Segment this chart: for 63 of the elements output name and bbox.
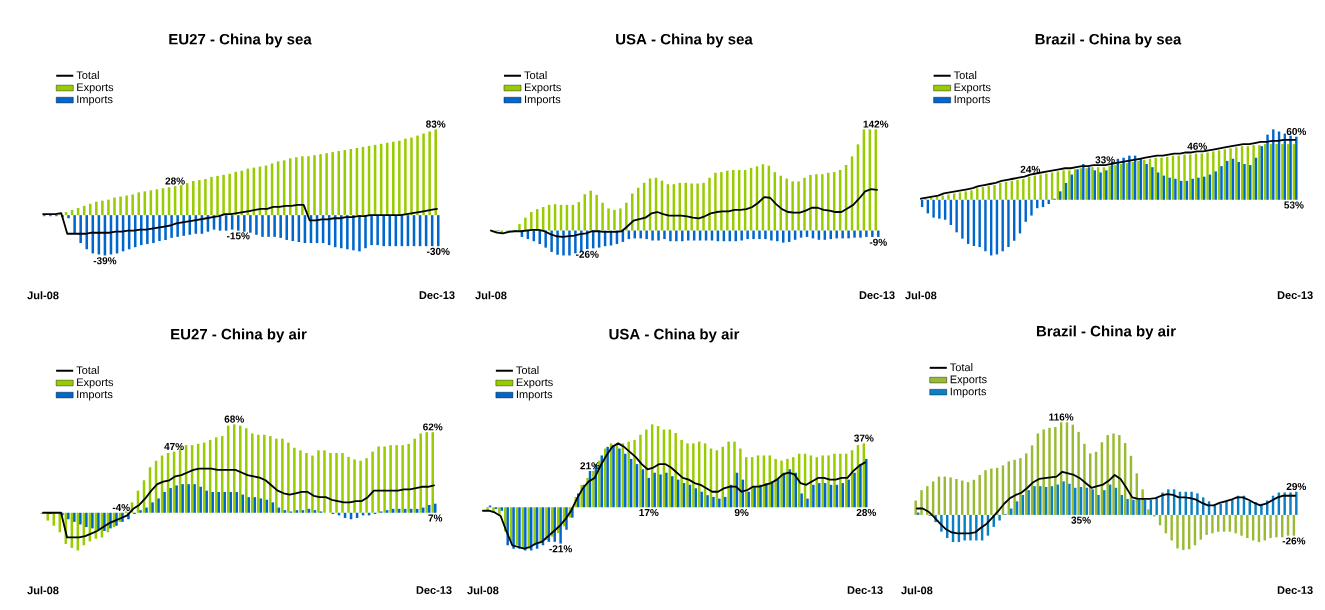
data-label: -21% — [549, 545, 573, 553]
legend-label: Exports — [950, 375, 987, 386]
legend-label: Exports — [524, 83, 561, 94]
x-tick-label: Jul-08 — [27, 291, 59, 300]
x-tick-label: Dec-13 — [1277, 291, 1313, 299]
x-tick-label: Dec-13 — [419, 291, 455, 299]
data-label: -15% — [226, 232, 250, 240]
legend-label: Total — [76, 71, 99, 80]
legend-label: Total — [524, 71, 547, 80]
data-label: 68% — [224, 415, 244, 423]
x-tick-label: Jul-08 — [901, 586, 933, 595]
data-label: 33% — [1095, 156, 1115, 164]
x-tick-label: Jul-08 — [467, 586, 499, 595]
chart-title: Brazil - China by sea — [1035, 33, 1182, 48]
data-label: 17% — [639, 508, 659, 517]
legend-label: Exports — [954, 83, 991, 94]
data-label: -9% — [869, 238, 887, 246]
data-label: 53% — [1284, 201, 1304, 209]
legend-label: Imports — [950, 387, 987, 398]
data-label: 35% — [1071, 516, 1091, 524]
x-tick-label: Dec-13 — [1277, 586, 1313, 594]
data-label: -39% — [93, 257, 117, 265]
legend-label: Total — [516, 366, 539, 375]
data-label: 28% — [856, 508, 877, 517]
chart-title: USA - China by sea — [616, 33, 753, 48]
data-label: -4% — [112, 504, 130, 512]
data-label: -30% — [426, 247, 450, 255]
legend-label: Imports — [77, 95, 113, 106]
legend-label: Total — [76, 366, 99, 375]
legend-label: Exports — [77, 83, 114, 94]
data-label: 7% — [428, 514, 443, 522]
legend-label: Imports — [516, 390, 553, 401]
data-label: 60% — [1286, 127, 1307, 136]
x-tick-label: Dec-13 — [416, 586, 452, 594]
data-label: 83% — [426, 120, 446, 128]
data-label: 29% — [1286, 482, 1307, 491]
data-label: 37% — [854, 434, 874, 442]
x-tick-label: Jul-08 — [905, 291, 937, 300]
data-label: -26% — [575, 250, 599, 258]
data-label: 9% — [734, 508, 749, 517]
x-tick-label: Jul-08 — [27, 586, 59, 595]
legend-label: Exports — [77, 378, 114, 389]
legend-label: Exports — [516, 378, 553, 389]
chart-title: EU27 - China by air — [171, 328, 307, 343]
chart-title: EU27 - China by sea — [169, 33, 312, 48]
data-label: 116% — [1049, 413, 1074, 421]
data-label: 24% — [1020, 165, 1041, 173]
x-tick-label: Jul-08 — [475, 291, 507, 300]
legend-label: Imports — [954, 95, 990, 106]
data-label: 28% — [165, 177, 185, 185]
data-label: 46% — [1187, 142, 1207, 150]
data-label: -26% — [1282, 537, 1306, 545]
legend-label: Imports — [77, 390, 113, 401]
x-tick-label: Dec-13 — [859, 291, 895, 299]
chart-title: Brazil - China by air — [1036, 325, 1176, 340]
data-label: 62% — [423, 423, 443, 431]
chart-title: USA - China by air — [609, 328, 740, 343]
legend-label: Total — [950, 363, 973, 372]
x-tick-label: Dec-13 — [847, 586, 883, 594]
data-label: 47% — [164, 442, 184, 450]
legend-label: Total — [953, 71, 977, 80]
legend-label: Imports — [525, 95, 561, 106]
data-label: 142% — [863, 120, 889, 128]
